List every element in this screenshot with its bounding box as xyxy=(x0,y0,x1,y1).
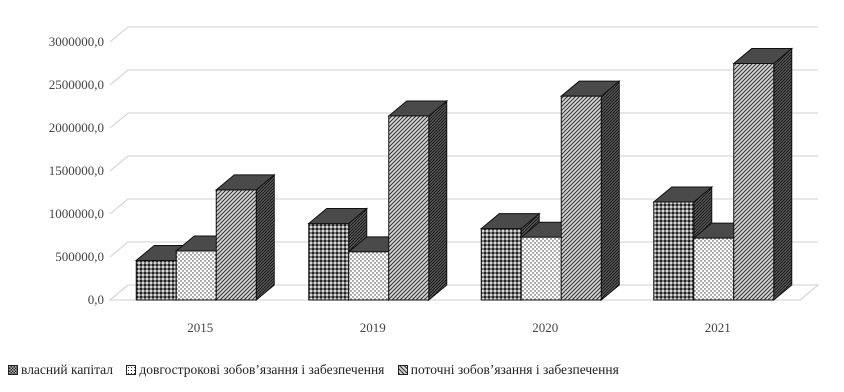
bar-front xyxy=(520,236,562,301)
bar-front xyxy=(560,95,602,301)
y-tick-label: 3000000,0 xyxy=(49,34,104,49)
bar-side xyxy=(600,80,620,302)
y-tick-label: 1000000,0 xyxy=(49,206,104,221)
x-category-label: 2019 xyxy=(360,320,386,335)
y-tick-label: 2000000,0 xyxy=(49,120,104,135)
bar-front xyxy=(175,250,217,301)
grid-line-diagonal xyxy=(109,241,129,258)
bar-front xyxy=(135,259,177,301)
bar-front xyxy=(215,189,257,301)
grid-line-diagonal xyxy=(109,69,129,86)
grid-line-diagonal xyxy=(109,26,129,43)
y-tick-label: 500000,0 xyxy=(55,249,104,264)
bar-front xyxy=(388,115,430,301)
x-category-label: 2015 xyxy=(187,320,213,335)
bar-current-liabilities-2019 xyxy=(387,99,449,302)
legend-item-current-liabilities: поточні зобов’язання і забезпечення xyxy=(397,362,619,378)
legend-label-equity: власний капітал xyxy=(21,362,114,377)
grid-line-diagonal xyxy=(109,155,129,172)
bar-current-liabilities-2015 xyxy=(214,173,276,302)
bar-equity-2019 xyxy=(307,207,369,302)
bar-front xyxy=(308,222,350,301)
x-category-label: 2020 xyxy=(532,320,558,335)
legend-item-long-term-liabilities: довгострокові зобов’язання і забезпеченн… xyxy=(126,362,384,378)
legend-label-long-term-liabilities: довгострокові зобов’язання і забезпеченн… xyxy=(139,362,385,377)
bar-side xyxy=(773,47,793,302)
bar-front xyxy=(480,228,522,301)
bar-side xyxy=(428,99,448,302)
x-category-label: 2021 xyxy=(705,320,731,335)
legend-swatch-long-term-liabilities xyxy=(126,365,137,375)
grid-line-diagonal xyxy=(109,112,129,129)
legend-swatch-current-liabilities xyxy=(397,365,408,375)
legend-swatch-equity xyxy=(8,365,18,375)
legend-label-current-liabilities: поточні зобов’язання і забезпечення xyxy=(410,362,619,377)
legend-item-equity: власний капітал xyxy=(8,362,113,378)
y-tick-label: 2500000,0 xyxy=(49,77,104,92)
bar-current-liabilities-2020 xyxy=(559,80,621,302)
bar-front xyxy=(348,251,390,301)
legend: власний капітал довгострокові зобов’язан… xyxy=(8,362,844,378)
bar-front xyxy=(693,237,735,301)
bar-front xyxy=(733,63,775,301)
bar-front xyxy=(653,201,695,301)
y-tick-label: 1500000,0 xyxy=(49,163,104,178)
y-tick-label: 0,0 xyxy=(88,292,104,307)
bar-current-liabilities-2021 xyxy=(732,47,794,302)
bar-side xyxy=(255,173,275,302)
grid-line-diagonal xyxy=(109,198,129,215)
